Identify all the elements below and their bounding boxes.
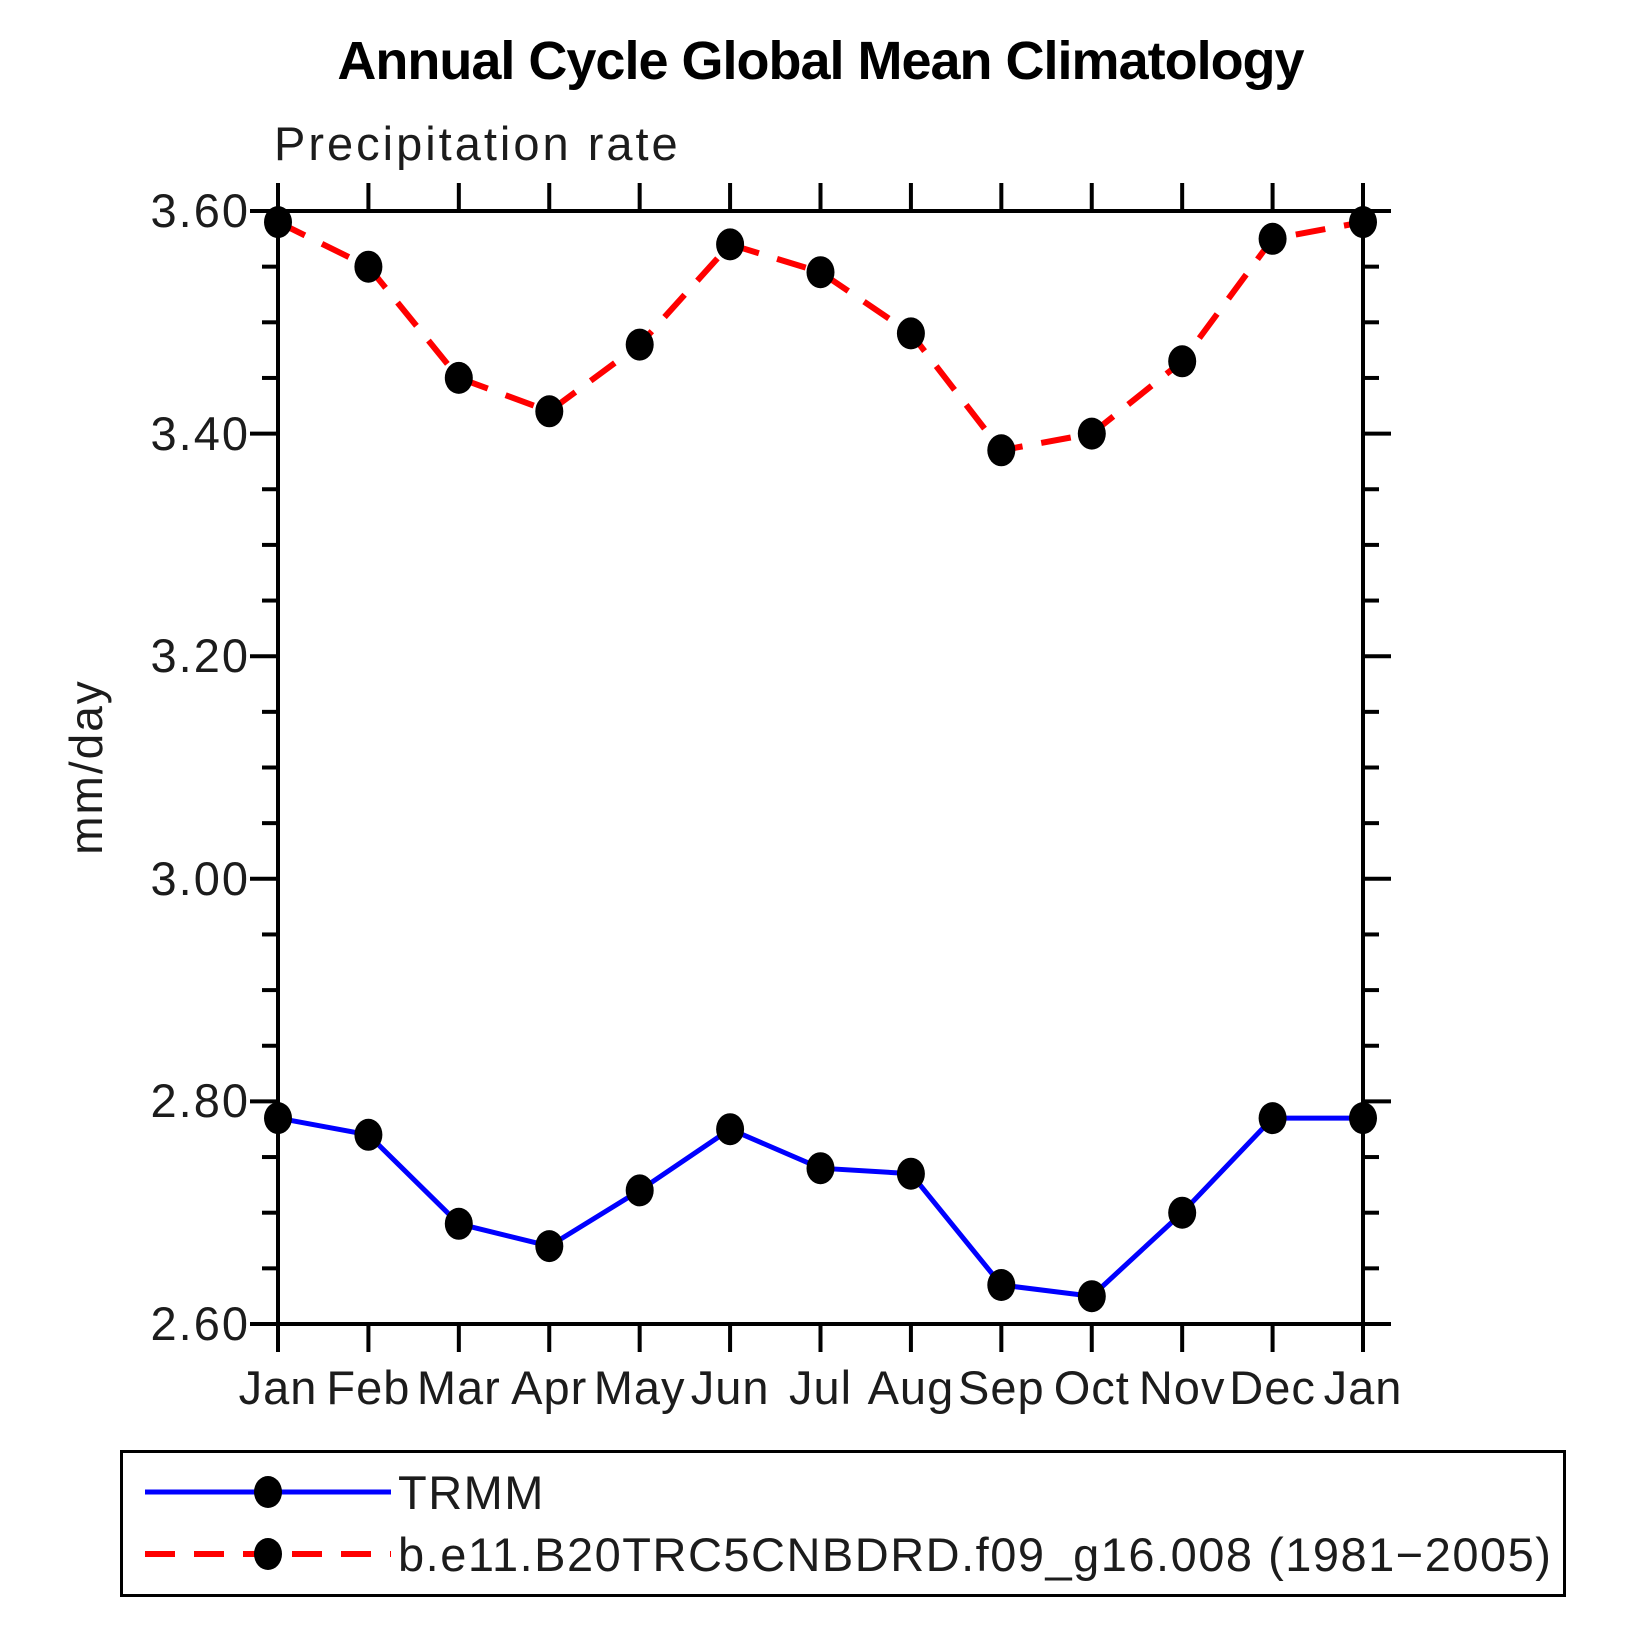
x-tick-label: Jan [238,1361,318,1414]
x-tick-label: Mar [416,1361,501,1414]
legend-item-model: b.e11.B20TRC5CNBDRD.f09_g16.008 (1981−20… [141,1523,1552,1585]
series-line-0 [277,1115,1363,1299]
data-point-marker [264,1102,292,1135]
legend-label-model: b.e11.B20TRC5CNBDRD.f09_g16.008 (1981−20… [398,1527,1553,1581]
x-tick-label: Sep [958,1361,1045,1414]
x-tick-label: Feb [326,1361,411,1414]
data-point-marker [1077,1280,1106,1313]
plot-area [250,183,1391,1352]
data-point-marker [264,206,292,239]
data-point-marker [987,1269,1016,1301]
x-tick-label: Dec [1229,1361,1316,1414]
y-tick-label: 2.60 [150,1297,250,1350]
y-tick-label: 3.60 [150,184,250,237]
data-point-marker [444,1207,473,1240]
legend-label-trmm: TRMM [398,1465,545,1519]
data-point-marker [1168,1196,1197,1229]
data-point-marker [625,1174,654,1207]
data-point-marker [1168,345,1197,378]
data-point-marker [1349,206,1377,239]
data-point-marker [896,317,925,350]
x-tick-label: May [593,1361,686,1414]
data-point-marker [987,434,1016,467]
data-point-marker [716,1113,745,1146]
legend-item-trmm: TRMM [141,1461,545,1523]
data-point-marker [535,1230,564,1263]
x-tick-label: Jun [690,1361,770,1414]
x-tick-label: Jul [788,1361,853,1414]
y-tick-label: 2.80 [150,1074,250,1128]
legend-swatch-solid-line-icon [145,1476,391,1508]
x-tick-label: Apr [511,1361,588,1414]
data-point-marker [1077,417,1106,450]
data-point-marker [806,1152,835,1185]
x-tick-label: Nov [1138,1361,1226,1414]
y-tick-label: 3.00 [150,851,250,905]
legend-swatch-dashed-line-icon [145,1538,391,1570]
data-point-marker [1258,222,1287,255]
x-tick-label: Aug [867,1361,955,1414]
y-tick-label: 3.40 [150,406,250,460]
data-point-marker [625,328,654,361]
chart-title: Annual Cycle Global Mean Climatology [337,31,1304,91]
x-tick-label: Oct [1053,1361,1130,1414]
chart-subtitle: Precipitation rate [274,117,681,170]
y-tick-label: 3.20 [150,629,250,683]
y-axis-title: mm/day [60,679,112,855]
data-point-marker [806,256,835,289]
legend-marker [254,1538,282,1570]
data-point-marker [444,361,473,394]
data-point-marker [716,228,745,261]
data-point-marker [354,250,383,283]
data-point-marker [535,395,564,428]
data-point-marker [1349,1102,1377,1135]
data-point-marker [1258,1102,1287,1135]
data-point-marker [354,1118,383,1151]
legend-box: TRMM b.e11.B20TRC5CNBDRD.f09_g16.008 (19… [120,1450,1566,1597]
legend-marker [254,1476,282,1508]
data-point-marker [896,1157,925,1190]
x-tick-label: Jan [1323,1361,1403,1414]
